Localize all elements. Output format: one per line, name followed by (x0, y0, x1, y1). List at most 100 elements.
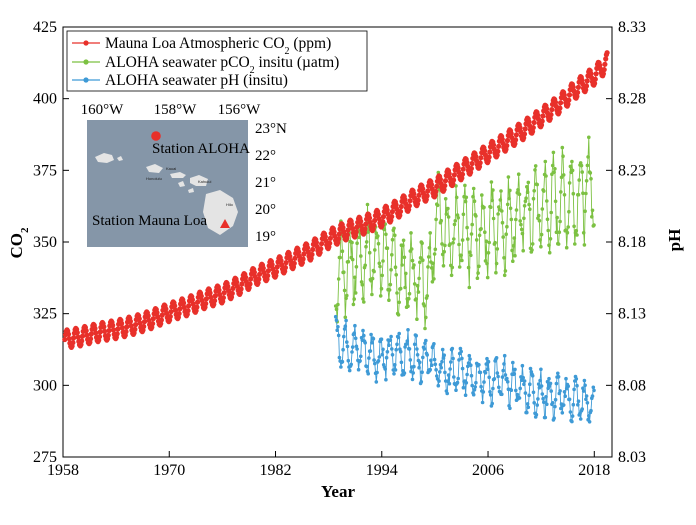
series-point-2 (520, 363, 525, 368)
series-point-1 (556, 242, 561, 246)
series-point-1 (421, 258, 425, 263)
series-point-0 (455, 165, 461, 171)
series-point-2 (428, 367, 433, 372)
series-point-2 (523, 391, 528, 395)
series-point-0 (341, 229, 347, 235)
series-point-2 (578, 417, 583, 421)
series-point-1 (578, 161, 583, 165)
series-point-1 (407, 296, 411, 301)
series-point-1 (553, 167, 557, 171)
series-point-0 (195, 299, 201, 305)
y-right-tick-label: 8.28 (618, 91, 646, 108)
series-point-1 (427, 246, 432, 250)
series-point-2 (496, 374, 500, 379)
series-point-1 (573, 242, 577, 246)
series-point-0 (225, 283, 231, 289)
series-point-2 (440, 359, 444, 364)
series-point-1 (353, 275, 357, 280)
series-point-1 (461, 212, 466, 217)
series-point-0 (393, 202, 399, 208)
series-point-0 (146, 317, 152, 323)
series-point-1 (471, 186, 476, 191)
series-point-0 (181, 304, 187, 310)
series-point-0 (327, 240, 333, 246)
series-point-0 (304, 245, 311, 251)
series-point-2 (384, 355, 389, 360)
series-point-1 (454, 195, 459, 200)
series-point-0 (538, 122, 545, 128)
island-label-honolulu: Honolulu (146, 176, 162, 181)
series-point-1 (533, 164, 538, 168)
series-point-1 (442, 249, 447, 254)
series-point-1 (387, 298, 391, 303)
series-point-0 (504, 137, 511, 144)
series-point-1 (415, 283, 420, 288)
series-point-0 (257, 271, 263, 277)
series-point-2 (479, 384, 483, 389)
series-point-1 (583, 209, 587, 213)
series-point-0 (141, 319, 148, 325)
series-point-0 (451, 172, 457, 178)
series-point-1 (409, 247, 414, 251)
series-point-0 (384, 207, 390, 213)
series-point-1 (531, 196, 536, 201)
series-point-1 (443, 243, 447, 248)
series-point-1 (523, 199, 528, 203)
series-point-0 (176, 311, 182, 317)
series-point-1 (422, 304, 427, 308)
series-point-1 (590, 215, 594, 219)
x-tick-label: 2018 (578, 462, 610, 479)
series-point-1 (423, 326, 427, 331)
series-point-2 (522, 379, 527, 383)
series-point-0 (310, 246, 316, 253)
series-point-1 (466, 237, 470, 241)
series-point-2 (525, 402, 530, 406)
series-point-0 (482, 148, 488, 154)
series-point-0 (239, 281, 245, 287)
series-point-1 (336, 277, 341, 281)
series-point-0 (243, 274, 249, 280)
series-point-1 (561, 173, 566, 177)
series-point-1 (452, 222, 457, 227)
series-point-2 (464, 381, 469, 385)
series-point-2 (512, 372, 517, 376)
series-point-1 (501, 235, 506, 239)
series-point-0 (574, 93, 580, 99)
series-point-1 (485, 261, 489, 266)
series-point-0 (265, 268, 271, 274)
series-point-0 (96, 334, 103, 340)
series-point-0 (468, 165, 474, 172)
series-point-2 (435, 374, 439, 378)
series-point-1 (434, 217, 438, 222)
series-point-2 (491, 386, 495, 391)
series-point-0 (397, 208, 404, 215)
x-tick-label: 2006 (472, 462, 504, 479)
series-point-0 (189, 297, 195, 303)
series-point-0 (460, 166, 466, 172)
series-point-0 (177, 306, 183, 312)
series-point-1 (524, 196, 528, 200)
series-point-2 (467, 353, 472, 358)
series-point-2 (425, 353, 430, 357)
island-oahu (146, 164, 163, 173)
series-point-2 (437, 379, 441, 383)
series-point-0 (389, 209, 395, 215)
series-point-2 (562, 390, 567, 394)
series-point-0 (217, 291, 223, 298)
series-point-1 (470, 222, 475, 227)
series-point-0 (319, 241, 325, 247)
series-point-1 (546, 228, 550, 233)
series-point-1 (435, 203, 440, 208)
legend-label-ph: ALOHA seawater pH (insitu) (105, 72, 288, 89)
series-point-1 (393, 233, 397, 238)
y-left-tick-label: 325 (33, 306, 57, 323)
series-point-0 (300, 256, 306, 262)
island-niihau (117, 156, 123, 161)
series-point-2 (465, 372, 469, 377)
series-point-1 (357, 235, 362, 240)
series-point-2 (497, 385, 501, 390)
series-point-2 (550, 401, 555, 405)
series-point-2 (518, 386, 522, 391)
series-point-2 (345, 344, 350, 349)
